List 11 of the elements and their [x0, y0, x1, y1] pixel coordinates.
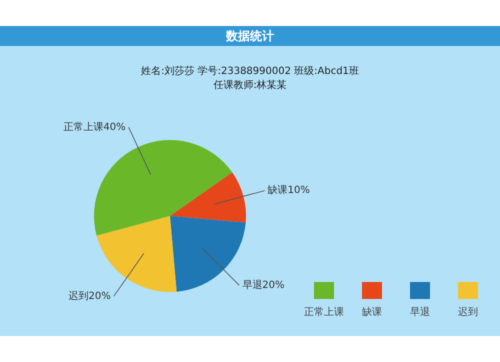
legend-label: 正常上课 [304, 306, 344, 319]
text: 任课教师:林某某 [213, 80, 287, 91]
data-label: 正常上课40% [63, 120, 126, 133]
chart-subtitle: 姓名:刘莎莎 学号:23388990002 班级:Abcd1班 [141, 66, 359, 77]
data-label: 缺课10% [268, 184, 310, 196]
legend-label: 早退 [410, 306, 430, 319]
legend-label: 迟到 [458, 306, 478, 319]
legend-label: 缺课 [362, 306, 382, 319]
data-label: 迟到20% [68, 290, 111, 302]
chart-title: 数据统计 [0, 26, 500, 46]
data-label: 早退20% [242, 278, 285, 291]
